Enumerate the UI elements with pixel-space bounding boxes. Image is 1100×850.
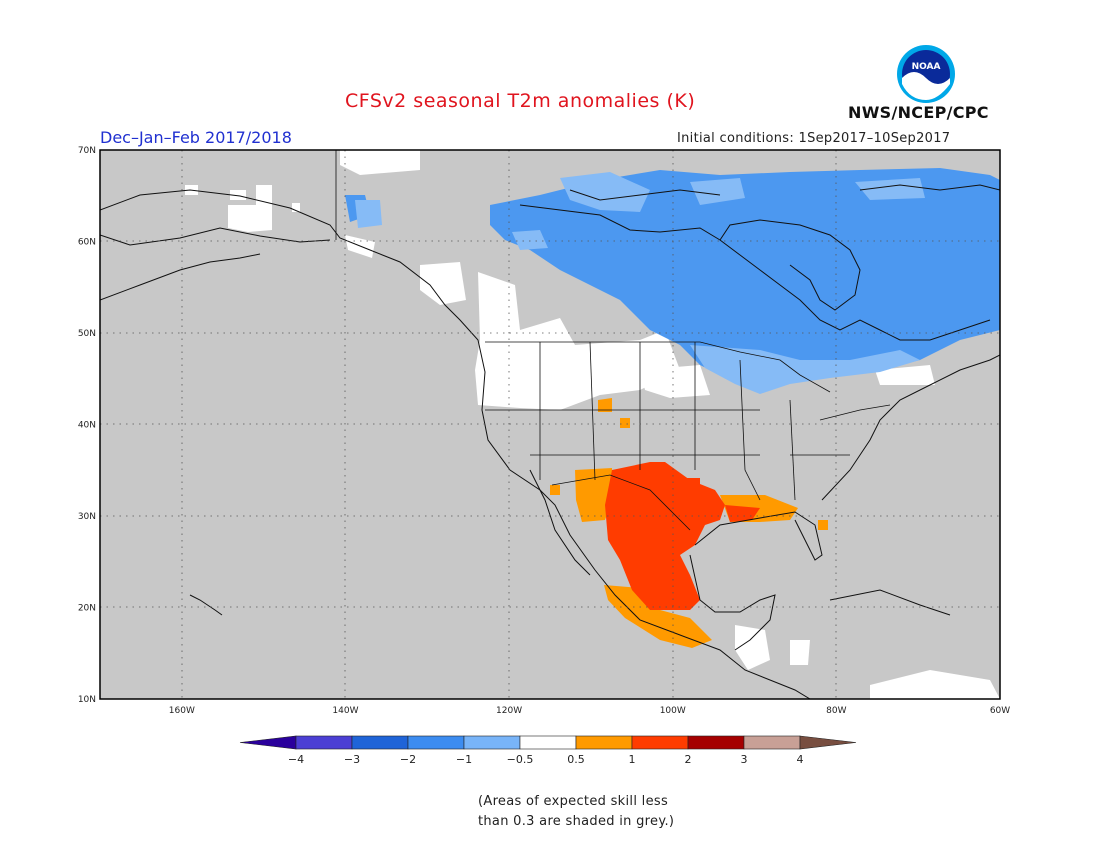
- initial-conditions-label: Initial conditions: 1Sep2017–10Sep2017: [677, 131, 951, 146]
- colorbar-box: [295, 735, 353, 750]
- coastlines: [100, 184, 1000, 699]
- colorbar-box: [687, 735, 745, 750]
- svg-text:NOAA: NOAA: [912, 62, 941, 72]
- cool-light-regions: [355, 172, 925, 394]
- colorbar-label: −1: [456, 753, 472, 766]
- colorbar-arrow-high: [799, 735, 857, 750]
- lon-label-100W: 100W: [660, 706, 686, 716]
- lat-label-70N: 70N: [78, 146, 96, 156]
- colorbar-label: 4: [797, 753, 804, 766]
- colorbar-box: [351, 735, 409, 750]
- skill-note: (Areas of expected skill less than 0.3 a…: [478, 792, 674, 832]
- colorbar-arrow-low: [239, 735, 297, 750]
- lat-label-60N: 60N: [78, 238, 96, 248]
- warm-anomaly-regions: [605, 462, 760, 610]
- colorbar-box: [575, 735, 633, 750]
- lon-label-80W: 80W: [826, 706, 846, 716]
- colorbar-label: 1: [629, 753, 636, 766]
- colorbar-label: −2: [400, 753, 416, 766]
- colorbar-label: −4: [288, 753, 304, 766]
- skill-note-line-2: than 0.3 are shaded in grey.): [478, 814, 675, 829]
- lon-label-160W: 160W: [169, 706, 195, 716]
- map-title: CFSv2 seasonal T2m anomalies (K): [345, 90, 696, 112]
- colorbar: [239, 735, 857, 750]
- longitude-labels: 160W 140W 120W 100W 80W 60W: [169, 706, 1010, 716]
- season-label: Dec–Jan–Feb 2017/2018: [100, 128, 292, 147]
- lon-label-140W: 140W: [332, 706, 358, 716]
- colorbar-box: [463, 735, 521, 750]
- colorbar-box: [407, 735, 465, 750]
- lat-label-50N: 50N: [78, 329, 96, 339]
- political-borders: [335, 150, 891, 531]
- lon-label-120W: 120W: [496, 706, 522, 716]
- lat-label-10N: 10N: [78, 695, 96, 705]
- colorbar-label: −3: [344, 753, 360, 766]
- colorbar-label: 3: [741, 753, 748, 766]
- latitude-labels: 70N 60N 50N 40N 30N 20N 10N: [78, 146, 96, 705]
- noaa-logo-icon: NOAA: [897, 45, 955, 103]
- lat-label-20N: 20N: [78, 604, 96, 614]
- colorbar-box: [631, 735, 689, 750]
- gridlines: [100, 150, 1000, 699]
- colorbar-box: [519, 735, 577, 750]
- lon-label-60W: 60W: [990, 706, 1010, 716]
- colorbar-box: [743, 735, 801, 750]
- colorbar-label: −0.5: [507, 753, 534, 766]
- lat-label-40N: 40N: [78, 421, 96, 431]
- neutral-regions: [185, 150, 1000, 699]
- colorbar-label: 0.5: [567, 753, 585, 766]
- colorbar-labels: −4 −3 −2 −1 −0.5 0.5 1 2 3 4: [288, 753, 804, 766]
- agency-label: NWS/NCEP/CPC: [848, 103, 989, 122]
- map-frame: [99, 149, 1001, 700]
- skill-note-line-1: (Areas of expected skill less: [478, 794, 669, 809]
- colorbar-label: 2: [685, 753, 692, 766]
- lat-label-30N: 30N: [78, 512, 96, 522]
